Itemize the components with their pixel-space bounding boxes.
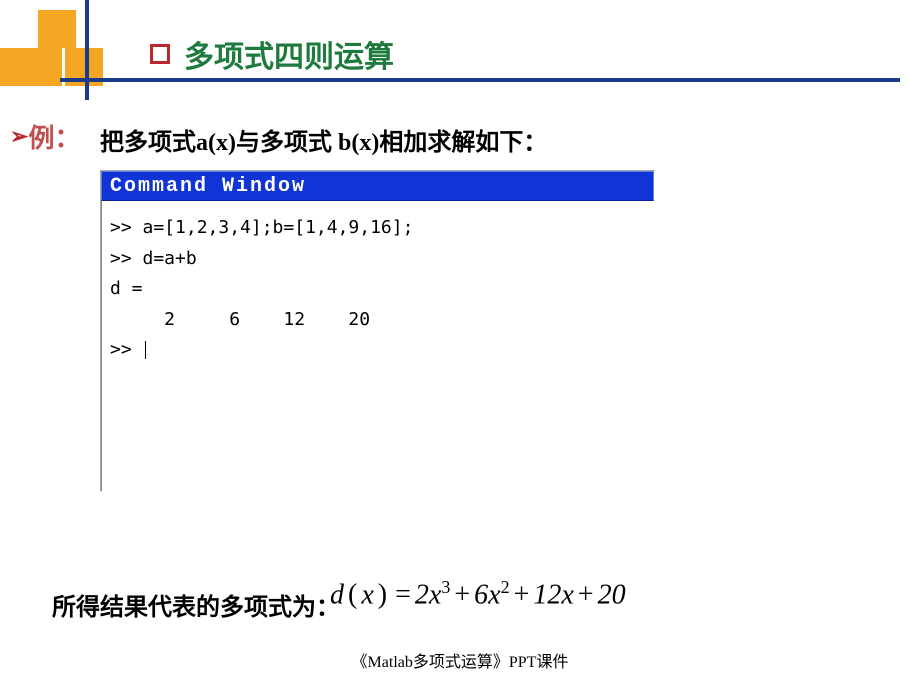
cmd-line: >> a=[1,2,3,4];b=[1,4,9,16]; xyxy=(110,213,646,244)
eq-c3: 2 xyxy=(415,579,429,610)
eq-lhs-var: d xyxy=(330,579,344,610)
result-label: 所得结果代表的多项式为： xyxy=(52,587,340,622)
slide-footer: 《Matlab多项式运算》PPT课件 xyxy=(0,648,920,672)
chevron-right-icon: ➢ xyxy=(10,124,28,149)
desc-ax: a(x) xyxy=(196,130,236,156)
desc-suffix: 相加求解如下： xyxy=(379,130,547,156)
cmd-line: d = xyxy=(110,274,646,305)
cmd-line: >> d=a+b xyxy=(110,244,646,275)
eq-c1: 12 xyxy=(533,579,561,610)
cursor-icon xyxy=(145,341,146,359)
problem-description: 把多项式a(x)与多项式 b(x)相加求解如下： xyxy=(100,122,547,157)
desc-mid: 与多项式 xyxy=(236,130,338,156)
cmd-prompt: >> xyxy=(110,335,646,366)
cmd-line: 2 6 12 20 xyxy=(110,305,646,336)
command-window-title: Command Window xyxy=(102,175,306,198)
eq-var: x xyxy=(561,579,573,610)
slide-title: 多项式四则运算 xyxy=(150,32,394,76)
title-bullet-icon xyxy=(150,44,170,64)
title-text: 多项式四则运算 xyxy=(184,41,394,74)
desc-prefix: 把多项式 xyxy=(100,130,196,156)
eq-var: x xyxy=(429,579,441,610)
eq-lhs-arg: x xyxy=(361,579,373,610)
eq-c0: 20 xyxy=(598,579,626,610)
slide-decoration xyxy=(0,0,920,120)
desc-bx: b(x) xyxy=(338,130,379,156)
example-label-text: 例： xyxy=(28,124,80,153)
command-window-titlebar: Command Window xyxy=(101,171,654,201)
command-window: Command Window >> a=[1,2,3,4];b=[1,4,9,1… xyxy=(100,170,655,492)
eq-var: x xyxy=(488,579,500,610)
command-window-body: >> a=[1,2,3,4];b=[1,4,9,16]; >> d=a+b d … xyxy=(101,201,654,491)
result-equation: d(x)=2x3+6x2+12x+20 xyxy=(330,577,626,611)
example-label: ➢例： xyxy=(10,118,80,155)
eq-c2: 6 xyxy=(474,579,488,610)
